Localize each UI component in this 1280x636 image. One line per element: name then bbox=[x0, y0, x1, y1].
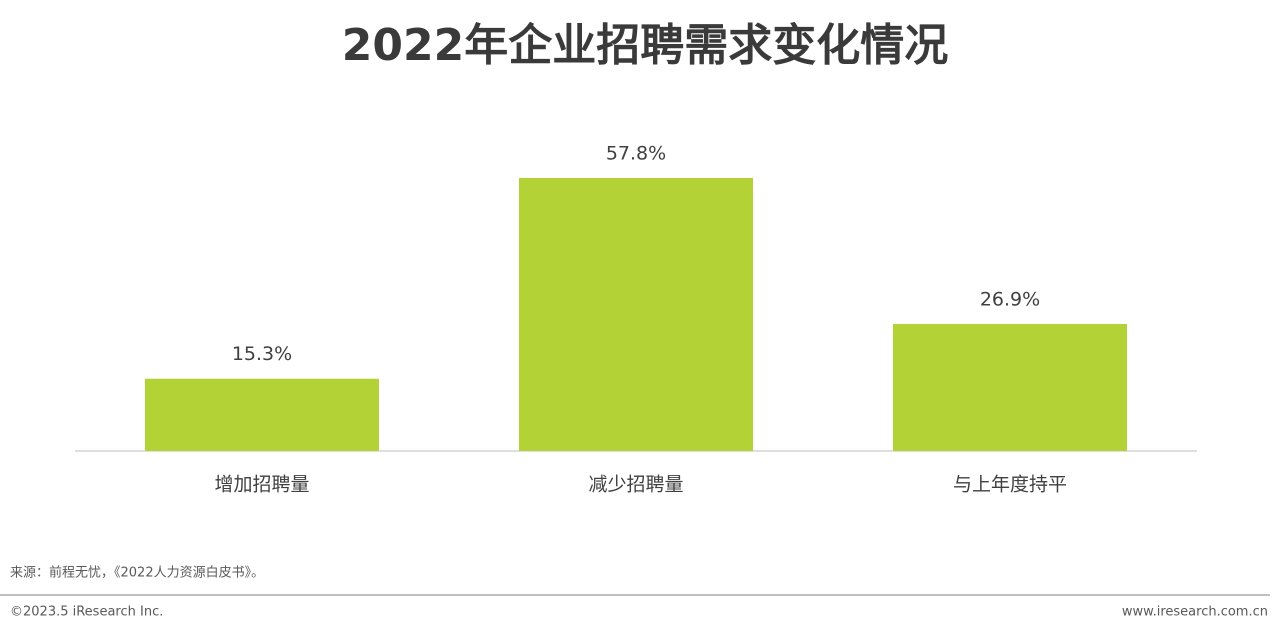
chart-title: 2022年企业招聘需求变化情况 bbox=[342, 20, 948, 71]
bar bbox=[145, 378, 379, 451]
value-label: 26.9% bbox=[980, 288, 1040, 310]
x-tick-label: 与上年度持平 bbox=[953, 474, 1067, 496]
website: www.iresearch.com.cn bbox=[1122, 605, 1268, 620]
copyright: ©2023.5 iResearch Inc. bbox=[10, 605, 163, 620]
value-label: 15.3% bbox=[232, 343, 292, 365]
source-note: 来源：前程无忧，《2022人力资源白皮书》。 bbox=[10, 565, 264, 581]
bar bbox=[519, 178, 753, 451]
value-label: 57.8% bbox=[606, 143, 666, 165]
x-tick-label: 增加招聘量 bbox=[214, 474, 309, 496]
x-tick-label: 减少招聘量 bbox=[588, 474, 683, 496]
bar bbox=[893, 323, 1127, 451]
